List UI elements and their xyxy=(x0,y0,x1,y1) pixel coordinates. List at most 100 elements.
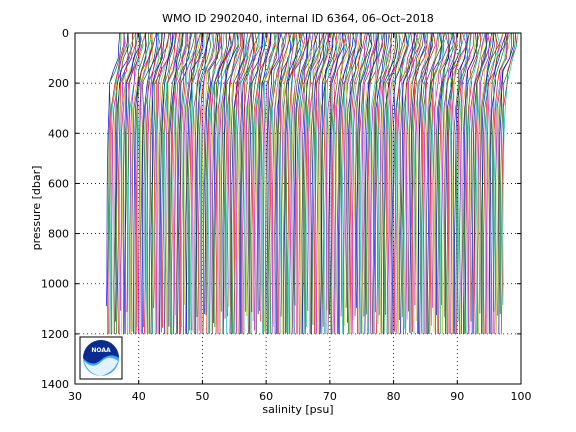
profile-line xyxy=(233,32,252,334)
profile-line xyxy=(453,32,468,334)
profile-line xyxy=(296,32,310,334)
profile-line xyxy=(213,32,231,323)
svg-text:NOAA: NOAA xyxy=(91,347,111,354)
profile-line xyxy=(185,32,201,334)
profile-line xyxy=(240,32,255,334)
profile-line xyxy=(131,32,147,332)
profile-line xyxy=(319,32,334,334)
profile-line xyxy=(476,32,493,334)
profile-line xyxy=(443,32,458,317)
profile-line xyxy=(486,32,504,334)
chart-title: WMO ID 2902040, internal ID 6364, 06–Oct… xyxy=(162,12,434,25)
profile-line xyxy=(160,32,176,333)
profile-line xyxy=(227,32,243,317)
profile-line xyxy=(390,32,407,334)
profile-line xyxy=(190,32,205,334)
profile-line xyxy=(260,32,277,322)
profile-line xyxy=(119,32,137,311)
profile-line xyxy=(261,32,279,334)
y-tick-label: 200 xyxy=(48,77,69,90)
profile-line xyxy=(330,32,347,334)
x-tick-label: 70 xyxy=(323,390,337,403)
profile-line xyxy=(205,32,221,316)
profile-line xyxy=(466,32,484,334)
profile-line xyxy=(208,32,225,334)
profile-line xyxy=(274,32,292,334)
profile-line xyxy=(117,32,134,334)
profile-line xyxy=(381,32,397,334)
profile-line xyxy=(388,32,406,334)
profile-line xyxy=(262,32,279,334)
profile-line xyxy=(409,32,426,333)
profile-line xyxy=(396,32,413,334)
profile-line xyxy=(457,32,472,322)
profile-line xyxy=(215,32,233,334)
profile-line xyxy=(273,32,289,328)
profile-line xyxy=(355,32,373,308)
profile-line xyxy=(323,32,340,334)
profile-line xyxy=(256,32,272,334)
profile-line xyxy=(386,32,403,334)
profile-line xyxy=(202,32,219,334)
profile-line xyxy=(170,32,184,334)
profile-line xyxy=(410,32,428,334)
profile-line xyxy=(343,32,358,334)
profile-line xyxy=(451,32,468,334)
profile-line xyxy=(379,32,397,334)
profile-line xyxy=(229,32,245,334)
profile-line xyxy=(376,32,393,334)
profile-line xyxy=(306,32,323,328)
profile-line xyxy=(297,32,313,334)
profile-line xyxy=(206,32,222,334)
profile-line xyxy=(385,32,401,316)
profile-line xyxy=(141,32,158,334)
profile-line xyxy=(492,32,509,334)
profile-line xyxy=(109,32,127,334)
profile-line xyxy=(337,32,354,334)
profile-line xyxy=(230,32,245,334)
profile-line xyxy=(143,32,159,328)
profile-line xyxy=(382,32,399,334)
profile-line xyxy=(125,32,141,334)
profile-line xyxy=(134,32,149,334)
profile-line xyxy=(502,32,519,305)
profile-line xyxy=(420,32,436,334)
profile-line xyxy=(167,32,183,334)
profile-line xyxy=(299,32,317,334)
profile-line xyxy=(482,32,499,334)
profile-line xyxy=(176,32,193,334)
profile-line xyxy=(341,32,357,334)
profile-line xyxy=(234,32,252,334)
profile-line xyxy=(322,32,338,327)
profile-line xyxy=(362,32,379,334)
profile-line xyxy=(183,32,202,305)
profile-line xyxy=(122,32,139,334)
profile-line xyxy=(298,32,314,334)
profile-line xyxy=(181,32,197,328)
profile-line xyxy=(172,32,187,334)
profile-line xyxy=(118,32,137,334)
profile-line xyxy=(463,32,481,334)
profile-line xyxy=(465,32,481,334)
profile-line xyxy=(392,32,409,334)
profile-line xyxy=(469,32,487,334)
profile-line xyxy=(500,32,518,334)
profile-line xyxy=(266,32,282,334)
profile-line xyxy=(126,32,141,313)
profile-line xyxy=(210,32,228,331)
profile-line xyxy=(175,32,192,316)
y-tick-label: 1400 xyxy=(41,378,69,391)
profile-line xyxy=(411,32,428,333)
profile-line xyxy=(290,32,308,334)
profile-line xyxy=(220,32,236,312)
profile-line xyxy=(498,32,514,334)
profile-line xyxy=(431,32,449,326)
profile-line xyxy=(187,32,202,334)
profile-line xyxy=(146,32,162,333)
axis-ticks: 30 40 50 60 70 80 90 10002004006008001000120014… xyxy=(41,27,532,403)
profile-line xyxy=(246,32,261,316)
profile-line xyxy=(136,32,154,327)
profile-line xyxy=(140,32,157,334)
profile-line xyxy=(168,32,184,327)
profile-line xyxy=(491,32,509,334)
